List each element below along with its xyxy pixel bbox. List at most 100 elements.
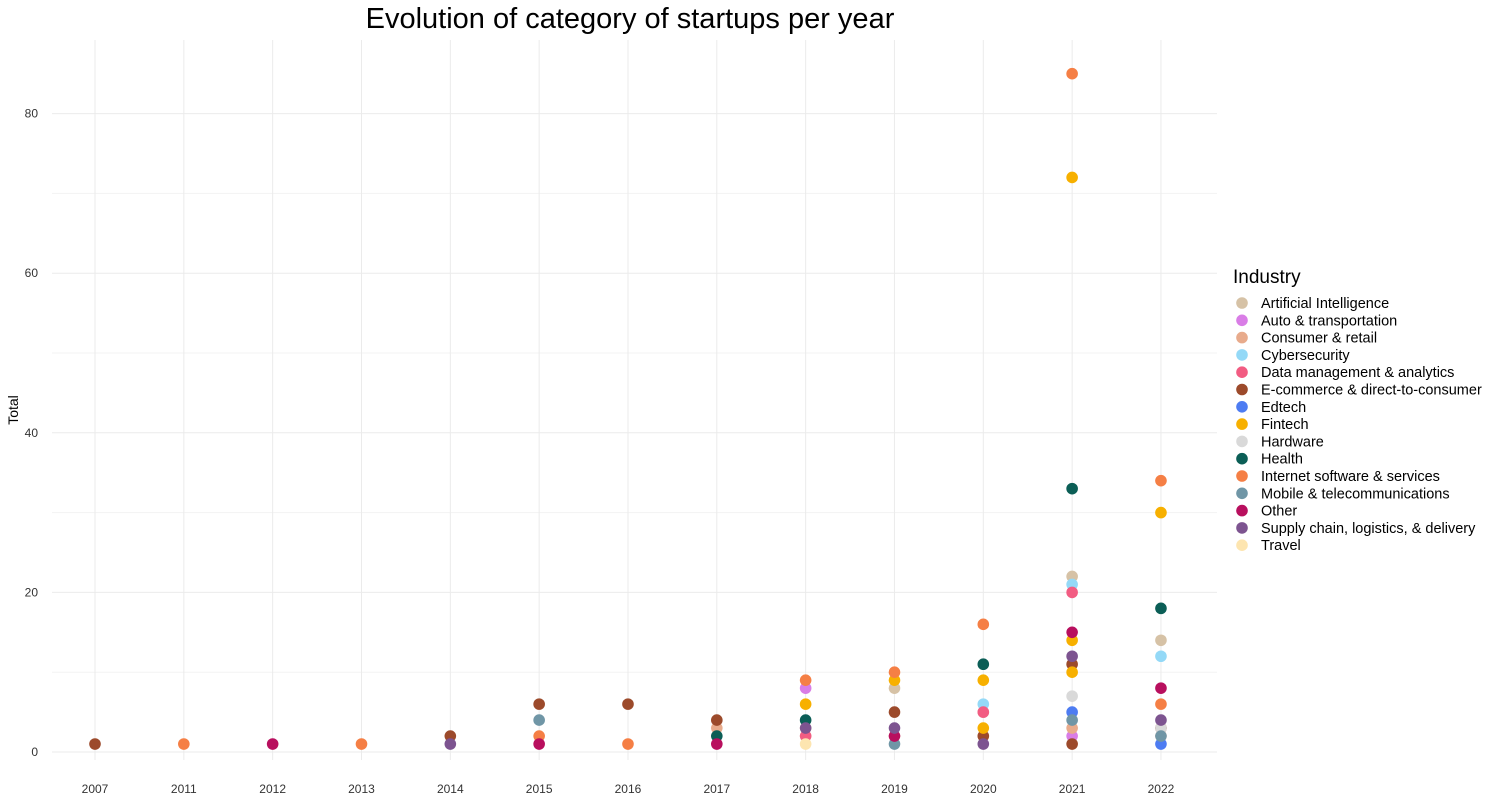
legend-item: Edtech xyxy=(1236,400,1306,416)
legend-label: Hardware xyxy=(1261,434,1324,450)
data-point xyxy=(1066,626,1078,639)
legend-marker xyxy=(1236,314,1248,327)
x-tick-label: 2022 xyxy=(1148,782,1175,796)
legend-item: Cybersecurity xyxy=(1236,348,1350,364)
legend-item: Data management & analytics xyxy=(1236,365,1454,381)
legend-marker xyxy=(1236,418,1248,430)
y-tick-label: 80 xyxy=(25,107,39,121)
data-point xyxy=(888,738,901,750)
data-point xyxy=(977,658,990,671)
data-point xyxy=(1155,634,1167,647)
data-point xyxy=(977,674,990,686)
legend-item: Travel xyxy=(1236,538,1301,554)
data-point xyxy=(799,674,812,686)
grid-layer xyxy=(52,40,1217,760)
data-point xyxy=(89,738,101,750)
y-tick-label: 40 xyxy=(25,426,39,440)
data-point xyxy=(888,682,901,694)
x-tick-labels: 2007 2011 2012 2013 2014 2015 2016 2017 2018 2019… xyxy=(82,782,1175,796)
data-point xyxy=(1066,586,1078,599)
legend-label: Consumer & retail xyxy=(1261,331,1377,347)
x-tick-label: 2020 xyxy=(970,782,997,796)
legend-marker xyxy=(1236,504,1248,517)
data-point xyxy=(266,738,279,750)
legend-label: Edtech xyxy=(1261,400,1306,416)
legend-label: Auto & transportation xyxy=(1261,313,1397,329)
data-point xyxy=(1155,602,1167,615)
legend-label: Fintech xyxy=(1261,417,1309,433)
y-axis-label: Total xyxy=(5,395,21,425)
x-tick-label: 2015 xyxy=(526,782,553,796)
legend-item: Internet software & services xyxy=(1236,469,1440,485)
data-point xyxy=(1155,714,1167,726)
data-point xyxy=(1066,714,1078,726)
data-point xyxy=(1066,570,1078,583)
data-point xyxy=(1155,722,1167,734)
legend-item: Auto & transportation xyxy=(1236,313,1397,329)
legend-item: E-commerce & direct-to-consumer xyxy=(1236,383,1482,399)
legend-marker xyxy=(1236,349,1248,361)
data-point xyxy=(178,738,190,750)
legend-marker xyxy=(1236,452,1248,465)
data-point xyxy=(799,738,812,750)
legend-item: Other xyxy=(1236,504,1297,520)
legend-marker xyxy=(1236,401,1248,413)
data-point xyxy=(444,738,457,750)
data-point xyxy=(355,738,368,750)
y-tick-label: 20 xyxy=(25,585,39,599)
data-point xyxy=(1066,482,1078,495)
data-points xyxy=(89,67,1167,750)
data-point xyxy=(444,730,457,742)
data-point xyxy=(977,738,990,750)
legend-item: Consumer & retail xyxy=(1236,331,1377,347)
legend-label: Internet software & services xyxy=(1261,469,1440,485)
legend-label: Artificial Intelligence xyxy=(1261,296,1389,312)
data-point xyxy=(888,730,901,742)
legend-label: Travel xyxy=(1261,538,1301,554)
data-point xyxy=(799,698,812,710)
data-point xyxy=(1066,634,1078,647)
data-point xyxy=(977,698,990,710)
legend-marker xyxy=(1236,470,1248,482)
legend-label: Cybersecurity xyxy=(1261,348,1350,364)
data-point xyxy=(622,698,634,710)
x-tick-label: 2011 xyxy=(171,782,197,796)
data-point xyxy=(533,730,545,742)
chart-title: Evolution of category of startups per ye… xyxy=(366,3,895,35)
data-point xyxy=(799,714,812,726)
x-tick-label: 2013 xyxy=(348,782,375,796)
data-point xyxy=(711,714,723,726)
data-point xyxy=(888,722,901,734)
data-point xyxy=(533,738,545,750)
data-point xyxy=(1066,722,1078,734)
legend-label: Other xyxy=(1261,504,1297,520)
x-tick-label: 2007 xyxy=(82,782,109,796)
legend-label: Health xyxy=(1261,452,1303,468)
y-tick-labels: 0 20 40 60 80 xyxy=(25,107,39,759)
data-point xyxy=(977,722,990,734)
data-point xyxy=(1066,658,1078,671)
x-tick-label: 2017 xyxy=(703,782,730,796)
data-point xyxy=(711,722,723,734)
y-tick-label: 60 xyxy=(25,266,39,280)
legend-label: Mobile & telecommunications xyxy=(1261,486,1450,502)
legend-marker xyxy=(1236,539,1248,551)
legend-item: Fintech xyxy=(1236,417,1309,433)
data-point xyxy=(1066,578,1078,591)
data-point xyxy=(711,738,723,750)
legend-marker xyxy=(1236,366,1248,379)
x-tick-label: 2019 xyxy=(881,782,908,796)
data-point xyxy=(799,722,812,734)
data-point xyxy=(799,730,812,742)
legend-marker xyxy=(1236,435,1248,448)
data-point xyxy=(1066,67,1078,80)
x-tick-label: 2021 xyxy=(1059,782,1086,796)
legend-marker xyxy=(1236,522,1248,534)
data-point xyxy=(977,730,990,742)
legend-item: Supply chain, logistics, & delivery xyxy=(1236,521,1476,537)
data-point xyxy=(1066,738,1078,750)
data-point xyxy=(1155,474,1167,487)
